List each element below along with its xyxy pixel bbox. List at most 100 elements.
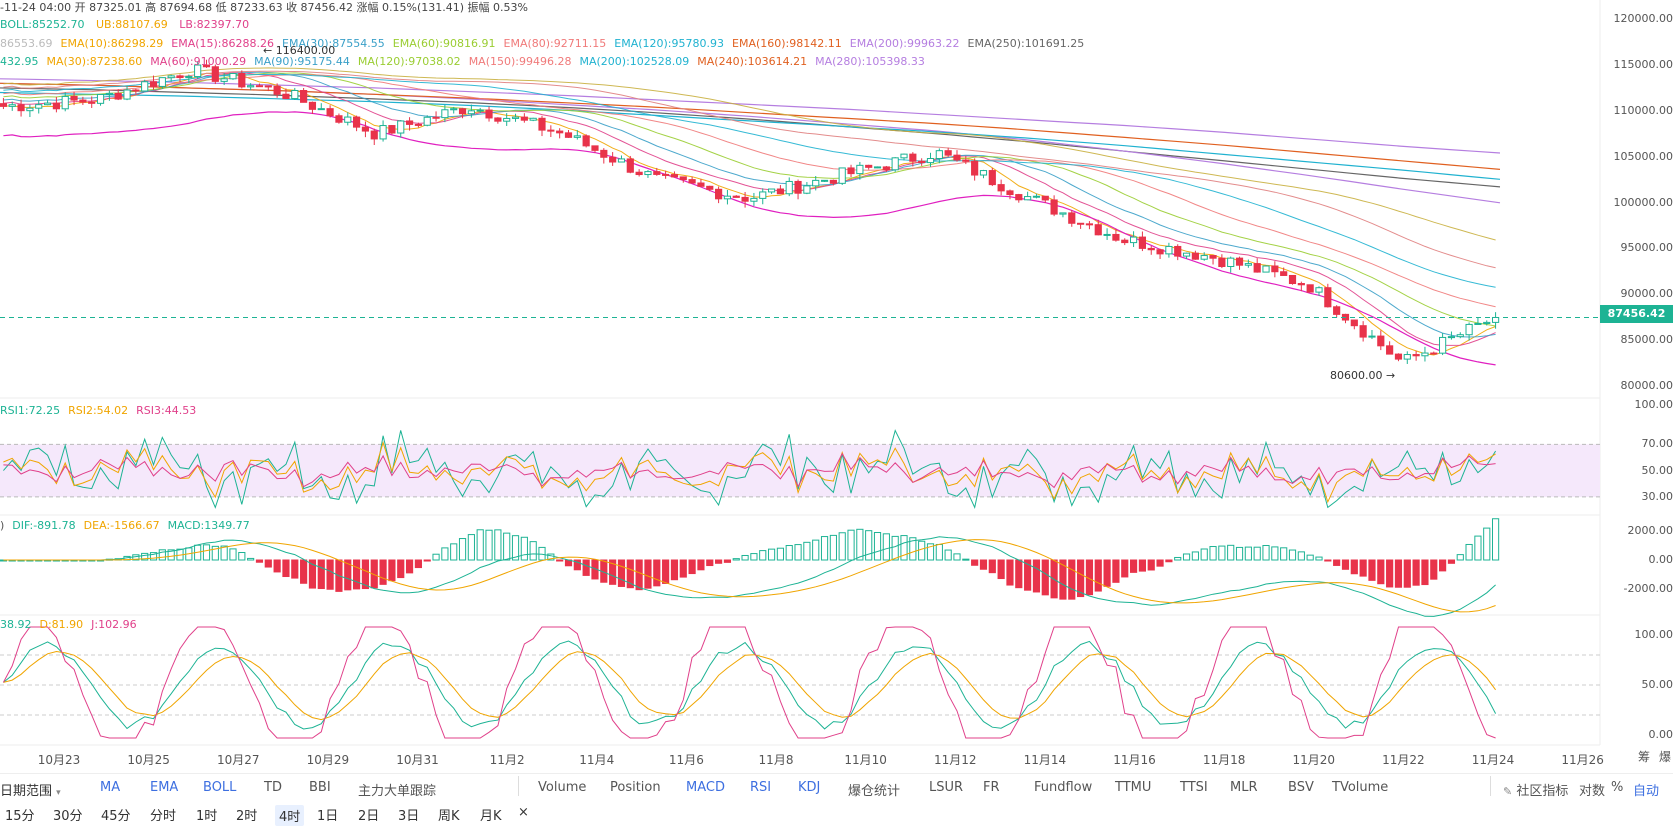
kdj-legend: 38.92 D:81.90 J:102.96: [0, 618, 145, 632]
macd-bar: [953, 553, 961, 561]
liquidation-button[interactable]: 爆: [1659, 750, 1672, 764]
sub-indicator-button[interactable]: FR: [983, 780, 1000, 795]
log-scale-toggle[interactable]: 对数: [1579, 784, 1606, 799]
macd-bar: [794, 544, 802, 561]
indicator-main-flow-button[interactable]: 主力大单跟踪: [358, 784, 437, 799]
sub-indicator-button[interactable]: MLR: [1230, 780, 1258, 795]
timeframe-button[interactable]: 3日: [398, 809, 420, 824]
percent-scale-toggle[interactable]: %: [1611, 780, 1624, 795]
macd-bar: [450, 543, 458, 561]
macd-bar: [723, 559, 732, 563]
boll-ub: UB:88107.69: [95, 18, 168, 31]
candle: [653, 167, 661, 176]
timeframe-button[interactable]: 1时: [196, 809, 218, 824]
macd-bar: [353, 559, 361, 590]
macd-bar: [1280, 547, 1288, 561]
time-tick-label: 11月14: [1023, 753, 1067, 767]
macd-bar: [1341, 559, 1350, 570]
time-tick-label: 10月29: [306, 753, 350, 767]
sub-indicator-button[interactable]: 爆仓统计: [848, 784, 901, 799]
candle: [414, 122, 422, 128]
macd-bar: [1182, 553, 1191, 561]
timeframe-button[interactable]: 2时: [236, 809, 258, 824]
sub-indicator-button[interactable]: MACD: [686, 780, 725, 795]
candle: [361, 121, 370, 138]
community-indicators-button[interactable]: ✎ 社区指标: [1503, 780, 1568, 799]
macd-bar: [1059, 559, 1067, 600]
macd-dea-line: [3, 539, 1496, 613]
timeframe-button[interactable]: 30分: [53, 809, 83, 824]
macd-bar: [918, 540, 926, 561]
sub-indicator-button[interactable]: RSI: [750, 780, 772, 795]
candle: [1324, 283, 1332, 308]
timeframe-button[interactable]: 45分: [101, 809, 131, 824]
timeframe-button[interactable]: 2日: [358, 809, 380, 824]
timeframe-button[interactable]: 15分: [5, 809, 35, 824]
indicator-ema-button[interactable]: EMA: [150, 780, 179, 795]
macd-bar: [1447, 559, 1456, 564]
sub-indicator-button[interactable]: LSUR: [929, 780, 964, 795]
sub-indicator-button[interactable]: BSV: [1288, 780, 1314, 795]
kdj-item-0: 38.92: [0, 618, 32, 631]
macd-bar: [803, 541, 811, 561]
indicator-td-button[interactable]: TD: [264, 780, 282, 795]
sub-indicator-button[interactable]: Position: [610, 780, 661, 795]
chip-distribution-button[interactable]: 筹: [1638, 750, 1651, 764]
current-price-tag: 87456.42: [1600, 305, 1673, 323]
indicator-ma-button[interactable]: MA: [100, 780, 121, 795]
candle: [1032, 193, 1041, 199]
candle: [573, 130, 581, 140]
community-label: 社区指标: [1516, 784, 1569, 799]
candle: [220, 73, 228, 86]
timeframe-button[interactable]: 月K: [480, 809, 502, 824]
sub-indicator-button[interactable]: TTMU: [1115, 780, 1152, 795]
candle: [626, 155, 634, 174]
timeframe-button[interactable]: 1日: [317, 809, 339, 824]
macd-bar: [706, 559, 714, 567]
date-range-dropdown[interactable]: 日期范围 ▾: [0, 780, 61, 799]
macd-bar: [891, 535, 899, 561]
macd-bar: [856, 528, 864, 561]
sub-indicator-button[interactable]: TTSI: [1180, 780, 1208, 795]
candle: [1200, 252, 1208, 261]
macd-bar: [935, 543, 943, 561]
candle: [344, 112, 352, 126]
sub-indicator-button[interactable]: Fundflow: [1034, 780, 1093, 795]
macd-bar: [202, 544, 211, 561]
timeframe-button[interactable]: 4时: [275, 805, 305, 826]
indicator-boll-button[interactable]: BOLL: [203, 780, 237, 795]
candle: [706, 185, 714, 192]
boll-lower-line: [3, 111, 1496, 366]
macd-bar: [979, 559, 988, 570]
auto-scale-toggle[interactable]: 自动: [1633, 784, 1660, 799]
macd-bar: [1439, 559, 1447, 572]
indicator-bbi-button[interactable]: BBI: [309, 780, 331, 795]
timeframe-button[interactable]: 分时: [150, 809, 177, 824]
macd-bar: [291, 559, 299, 579]
timeframe-button[interactable]: 周K: [438, 809, 460, 824]
candle: [847, 164, 855, 178]
candle: [767, 188, 776, 194]
sub-indicator-button[interactable]: Volume: [538, 780, 587, 795]
ma-line-3: [0, 82, 1501, 170]
candle: [1129, 231, 1138, 248]
sub-indicator-button[interactable]: TVolume: [1332, 780, 1389, 795]
sub-indicator-button[interactable]: KDJ: [798, 780, 821, 795]
macd-bar: [141, 552, 149, 561]
kdj-line-1: [3, 650, 1497, 721]
rsi-tick-label: 50.00: [1641, 463, 1673, 477]
macd-bar: [255, 559, 264, 563]
candle: [856, 161, 864, 180]
candle: [282, 88, 290, 100]
macd-tick-label: 2000.00: [1627, 524, 1673, 538]
candle: [1121, 238, 1129, 246]
candle: [1024, 191, 1032, 201]
candle: [273, 83, 281, 98]
candle: [1421, 346, 1429, 362]
ribbon-line-3: [3, 72, 1496, 327]
candle: [1006, 189, 1014, 200]
candle: [1306, 284, 1314, 293]
close-icon[interactable]: ×: [518, 805, 529, 820]
macd-bar: [397, 559, 405, 579]
